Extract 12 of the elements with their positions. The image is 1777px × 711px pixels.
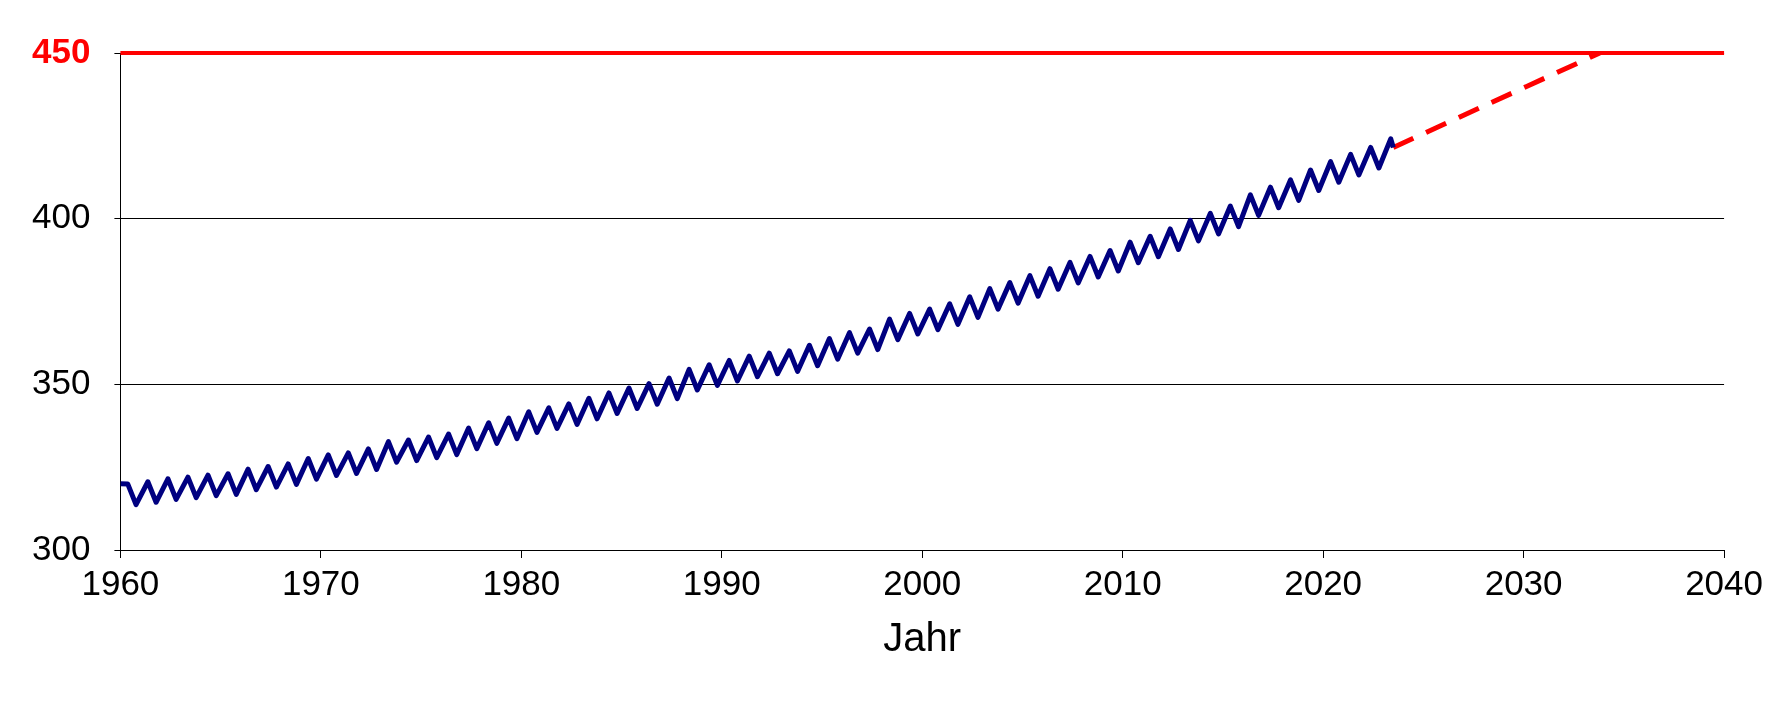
x-tick-label: 2010 bbox=[1083, 562, 1162, 602]
x-tick-label: 1990 bbox=[682, 562, 761, 602]
x-tick-label: 1970 bbox=[281, 562, 360, 602]
x-tick-label: 2000 bbox=[883, 562, 962, 602]
x-tick-label: 2030 bbox=[1484, 562, 1563, 602]
x-axis-title: Jahr bbox=[883, 615, 962, 660]
y-tick-label: 450 bbox=[31, 30, 91, 70]
y-tick-label: 400 bbox=[31, 196, 91, 236]
x-tick-label: 1980 bbox=[482, 562, 561, 602]
y-tick-label: 350 bbox=[31, 361, 91, 401]
x-tick-label: 2040 bbox=[1685, 562, 1764, 602]
x-tick-label: 2020 bbox=[1284, 562, 1363, 602]
